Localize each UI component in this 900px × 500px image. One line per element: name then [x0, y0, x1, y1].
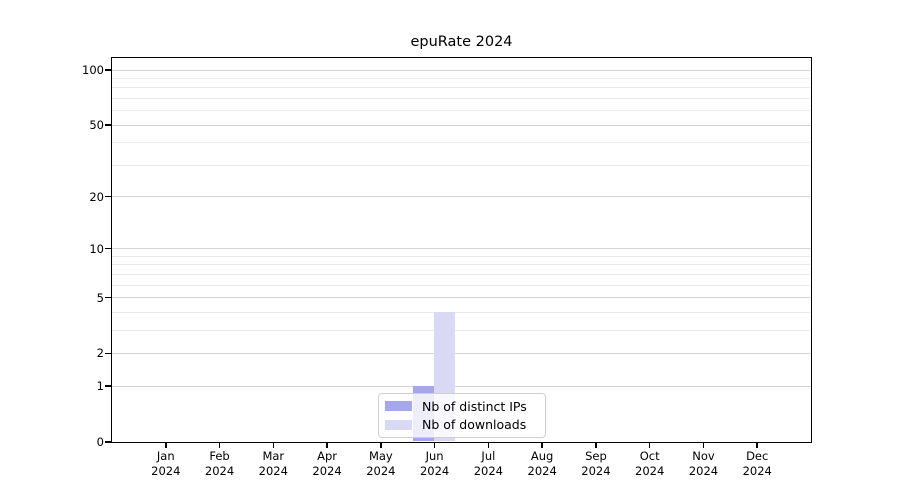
x-tick-label: Feb 2024	[188, 449, 252, 479]
legend-swatch-distinct-ips-icon	[385, 401, 412, 412]
y-gridline-minor	[111, 97, 811, 99]
x-tick-year: 2024	[204, 464, 235, 478]
x-tick-mark	[218, 442, 221, 448]
x-tick-mark	[326, 442, 328, 448]
y-gridline-major	[111, 196, 811, 198]
x-tick-year: 2024	[688, 464, 719, 478]
y-tick-mark	[105, 124, 111, 126]
y-tick-label: 5	[96, 290, 104, 305]
x-tick-mark	[380, 442, 382, 448]
x-tick-label: Mar 2024	[241, 449, 305, 479]
x-tick-year: 2024	[635, 464, 665, 478]
y-gridline-major	[111, 69, 811, 71]
x-tick-year: 2024	[366, 464, 396, 478]
x-tick-month: Jan	[156, 449, 175, 463]
y-tick-mark	[105, 296, 111, 299]
chart-title: epuRate 2024	[410, 34, 513, 50]
y-gridline-minor	[111, 264, 811, 266]
x-tick-label: Oct 2024	[618, 449, 682, 479]
y-gridline-major	[111, 352, 811, 354]
x-tick-month: Jul	[481, 449, 496, 463]
x-tick-year: 2024	[527, 464, 557, 478]
x-tick-mark	[595, 442, 597, 448]
y-gridline-minor	[111, 311, 811, 313]
y-gridline-major	[111, 248, 811, 250]
x-tick-month: Apr	[317, 449, 338, 463]
legend-label-downloads: Nb of downloads	[422, 417, 527, 433]
x-tick-year: 2024	[258, 464, 288, 478]
y-gridline-minor	[111, 87, 811, 89]
x-tick-month: Sep	[585, 449, 607, 463]
x-tick-mark	[648, 442, 651, 448]
x-tick-year: 2024	[419, 464, 450, 478]
y-gridline-minor	[111, 255, 811, 257]
gridlines-layer	[111, 58, 811, 442]
x-tick-month: Feb	[209, 449, 230, 463]
x-tick-mark	[433, 442, 436, 448]
x-tick-month: May	[368, 449, 393, 463]
x-tick-mark	[487, 442, 490, 448]
y-tick-label: 1	[96, 379, 104, 394]
x-tick-label: Jul 2024	[456, 449, 520, 479]
y-gridline-minor	[111, 110, 811, 112]
x-tick-label: Jan 2024	[134, 449, 198, 479]
bars-layer	[112, 58, 811, 442]
y-gridline-minor	[111, 284, 811, 286]
y-gridline-major	[111, 385, 811, 387]
x-tick-month: Oct	[639, 449, 660, 463]
y-gridline-minor	[111, 273, 811, 275]
x-tick-mark	[541, 442, 543, 448]
x-tick-mark	[272, 442, 275, 448]
y-gridline-major	[111, 124, 811, 126]
y-gridline-major	[111, 297, 811, 299]
legend-label-distinct-ips: Nb of distinct IPs	[422, 398, 527, 414]
x-tick-year: 2024	[581, 464, 611, 478]
plot-area	[110, 56, 812, 443]
x-tick-month: Dec	[746, 449, 769, 463]
y-tick-label: 100	[82, 63, 104, 77]
y-tick-label: 50	[89, 118, 104, 133]
y-tick-mark	[105, 385, 111, 387]
y-tick-label: 10	[89, 241, 104, 256]
y-tick-mark	[105, 352, 111, 355]
x-tick-month: Aug	[530, 449, 554, 463]
x-tick-year: 2024	[473, 464, 504, 478]
x-tick-mark	[165, 442, 167, 448]
x-tick-month: Jun	[425, 449, 444, 463]
y-gridline-minor	[111, 77, 811, 79]
y-tick-mark	[105, 247, 111, 250]
y-tick-label: 0	[96, 435, 104, 449]
x-tick-label: Aug 2024	[510, 449, 574, 479]
x-tick-month: Nov	[692, 449, 715, 463]
y-gridline-minor	[111, 164, 811, 166]
x-tick-year: 2024	[742, 464, 772, 478]
x-tick-label: Dec 2024	[725, 449, 789, 479]
y-tick-mark	[105, 441, 111, 443]
x-tick-mark	[756, 442, 758, 448]
x-tick-year: 2024	[151, 464, 181, 478]
y-tick-label: 2	[96, 346, 104, 361]
y-tick-mark	[105, 69, 111, 71]
y-gridline-minor	[111, 142, 811, 144]
x-tick-label: Nov 2024	[671, 449, 735, 479]
legend-item-downloads: Nb of downloads	[385, 416, 539, 435]
x-tick-label: Apr 2024	[295, 449, 359, 479]
y-tick-mark	[105, 195, 111, 198]
legend-swatch-downloads-icon	[385, 419, 412, 430]
legend-item-distinct-ips: Nb of distinct IPs	[385, 397, 539, 416]
x-tick-label: Sep 2024	[564, 449, 628, 479]
x-tick-month: Mar	[262, 449, 285, 463]
x-tick-label: May 2024	[349, 449, 413, 479]
x-tick-label: Jun 2024	[403, 449, 467, 479]
y-gridline-minor	[111, 329, 811, 331]
x-tick-year: 2024	[312, 464, 342, 478]
y-tick-label: 20	[89, 189, 104, 204]
x-tick-mark	[702, 442, 705, 448]
legend: Nb of distinct IPs Nb of downloads	[378, 393, 546, 438]
